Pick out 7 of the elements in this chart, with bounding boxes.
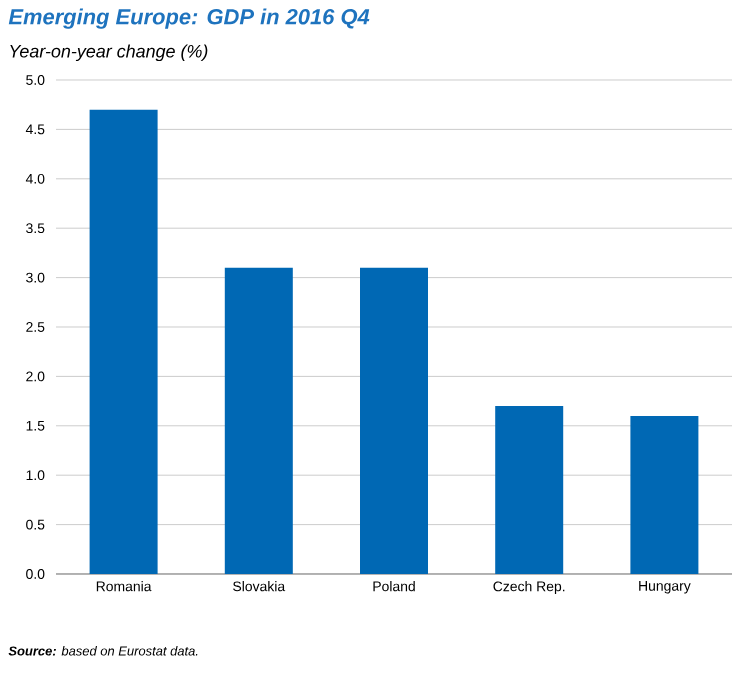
bar [495, 406, 564, 574]
chart-title: Emerging Europe: GDP in 2016 Q4 [8, 8, 370, 29]
bar [360, 267, 428, 574]
bar [89, 109, 158, 574]
bar [224, 267, 293, 574]
chart-subtitle: Year-on-year change (%) [10, 44, 208, 62]
bar [630, 415, 699, 574]
